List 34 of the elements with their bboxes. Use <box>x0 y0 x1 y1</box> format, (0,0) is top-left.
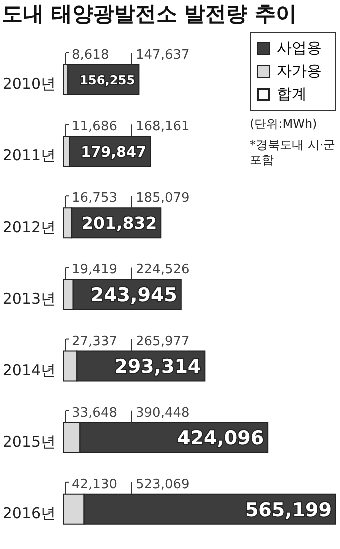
chart-title: 도내 태양광발전소 발전량 추이 <box>2 1 297 28</box>
data-label: 27,337 <box>72 334 118 350</box>
annotation: (단위:MWh) <box>250 117 318 132</box>
annotation: *경북도내 시·군 포함 <box>250 138 336 168</box>
total-label: 179,847 <box>81 144 147 161</box>
data-label: 265,977 <box>136 334 190 350</box>
data-label: 390,448 <box>136 406 190 421</box>
data-label: 523,069 <box>136 477 190 492</box>
data-label: 42,130 <box>72 477 118 492</box>
y-tick-label: 2014년 <box>2 361 56 380</box>
data-label: 8,618 <box>72 48 110 63</box>
data-label: 185,079 <box>136 191 190 206</box>
legend-label: 사업용 <box>276 38 323 59</box>
total-label: 243,945 <box>90 284 178 307</box>
total-label: 424,096 <box>178 428 264 450</box>
y-tick-label: 2012년 <box>2 218 56 236</box>
y-tick-label: 2015년 <box>2 432 56 451</box>
data-label: 168,161 <box>136 120 190 135</box>
y-tick-label: 2011년 <box>2 146 56 165</box>
data-label: 147,637 <box>136 48 190 63</box>
annotation: 합계 <box>276 84 308 105</box>
y-tick-label: 2010년 <box>2 75 56 94</box>
y-tick-label: 2013년 <box>2 290 56 308</box>
total-label: 565,199 <box>245 499 332 522</box>
data-label: 11,686 <box>72 120 118 135</box>
total-label: 201,832 <box>82 214 158 234</box>
data-label: 19,419 <box>72 262 118 278</box>
total-label: 156,255 <box>80 73 136 88</box>
total-label: 293,314 <box>114 356 202 378</box>
legend-label: 자가용 <box>276 61 323 82</box>
data-label: 33,648 <box>72 406 118 421</box>
y-tick-label: 2016년 <box>2 504 56 523</box>
data-label: 16,753 <box>72 191 118 206</box>
data-label: 224,526 <box>136 262 190 278</box>
